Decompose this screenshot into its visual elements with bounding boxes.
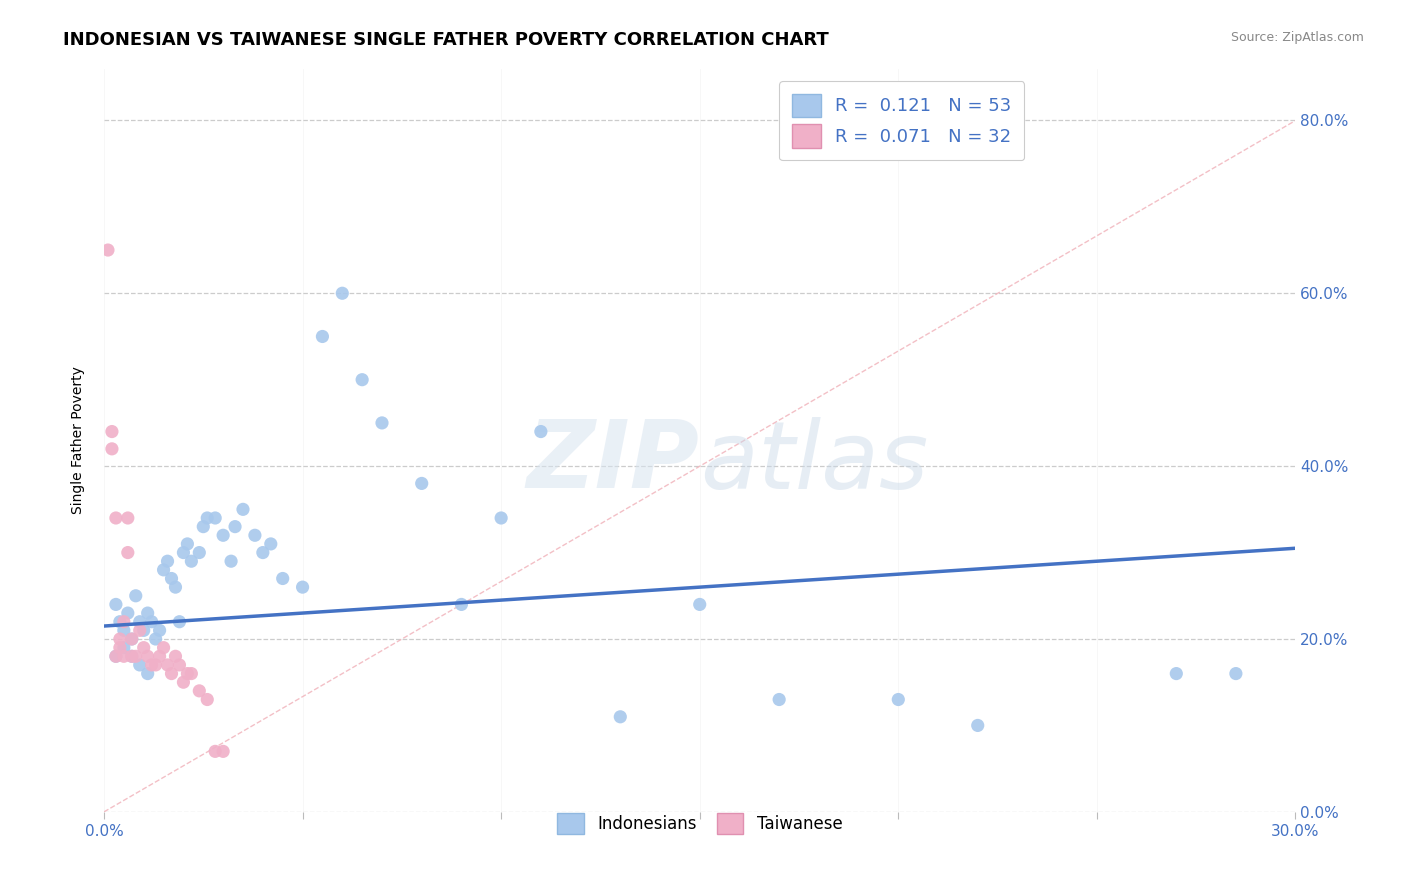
- Point: [887, 692, 910, 706]
- Point: [101, 442, 124, 456]
- Point: [224, 519, 246, 533]
- Point: [311, 329, 333, 343]
- Point: [352, 373, 374, 387]
- Point: [204, 744, 226, 758]
- Point: [188, 684, 211, 698]
- Y-axis label: Single Father Poverty: Single Father Poverty: [72, 367, 86, 514]
- Point: [156, 657, 179, 672]
- Point: [141, 657, 163, 672]
- Point: [112, 615, 135, 629]
- Point: [160, 666, 183, 681]
- Point: [112, 640, 135, 655]
- Point: [530, 425, 553, 439]
- Point: [330, 286, 353, 301]
- Point: [125, 589, 148, 603]
- Point: [160, 572, 183, 586]
- Point: [117, 545, 139, 559]
- Point: [165, 649, 187, 664]
- Point: [145, 657, 167, 672]
- Point: [489, 511, 512, 525]
- Text: atlas: atlas: [700, 417, 928, 508]
- Point: [172, 675, 194, 690]
- Point: [966, 718, 988, 732]
- Point: [108, 640, 131, 655]
- Point: [212, 744, 235, 758]
- Point: [291, 580, 314, 594]
- Point: [169, 657, 191, 672]
- Point: [125, 649, 148, 664]
- Point: [169, 615, 191, 629]
- Point: [132, 640, 155, 655]
- Point: [152, 640, 174, 655]
- Point: [128, 624, 150, 638]
- Point: [195, 692, 218, 706]
- Point: [108, 615, 131, 629]
- Point: [271, 572, 294, 586]
- Point: [252, 545, 274, 559]
- Point: [689, 598, 711, 612]
- Point: [128, 657, 150, 672]
- Point: [104, 649, 127, 664]
- Point: [149, 649, 172, 664]
- Point: [450, 598, 472, 612]
- Point: [97, 243, 120, 257]
- Text: INDONESIAN VS TAIWANESE SINGLE FATHER POVERTY CORRELATION CHART: INDONESIAN VS TAIWANESE SINGLE FATHER PO…: [63, 31, 830, 49]
- Point: [371, 416, 394, 430]
- Point: [101, 425, 124, 439]
- Point: [188, 545, 211, 559]
- Point: [176, 666, 198, 681]
- Point: [180, 554, 202, 568]
- Point: [121, 632, 143, 646]
- Point: [260, 537, 283, 551]
- Point: [121, 649, 143, 664]
- Point: [219, 554, 242, 568]
- Point: [104, 649, 127, 664]
- Point: [128, 615, 150, 629]
- Point: [193, 519, 215, 533]
- Point: [204, 511, 226, 525]
- Point: [176, 537, 198, 551]
- Point: [180, 666, 202, 681]
- Point: [1225, 666, 1247, 681]
- Point: [172, 545, 194, 559]
- Point: [149, 624, 172, 638]
- Point: [141, 615, 163, 629]
- Point: [121, 632, 143, 646]
- Point: [165, 580, 187, 594]
- Legend: Indonesians, Taiwanese: Indonesians, Taiwanese: [547, 803, 852, 845]
- Point: [145, 632, 167, 646]
- Text: ZIP: ZIP: [527, 417, 700, 508]
- Point: [212, 528, 235, 542]
- Point: [117, 511, 139, 525]
- Point: [152, 563, 174, 577]
- Point: [121, 649, 143, 664]
- Point: [411, 476, 433, 491]
- Point: [232, 502, 254, 516]
- Point: [108, 632, 131, 646]
- Point: [1166, 666, 1188, 681]
- Point: [156, 554, 179, 568]
- Point: [117, 606, 139, 620]
- Point: [112, 624, 135, 638]
- Point: [195, 511, 218, 525]
- Point: [104, 598, 127, 612]
- Point: [136, 606, 159, 620]
- Point: [136, 649, 159, 664]
- Point: [243, 528, 266, 542]
- Point: [136, 666, 159, 681]
- Point: [132, 624, 155, 638]
- Point: [609, 710, 631, 724]
- Point: [112, 649, 135, 664]
- Point: [104, 511, 127, 525]
- Text: Source: ZipAtlas.com: Source: ZipAtlas.com: [1230, 31, 1364, 45]
- Point: [768, 692, 790, 706]
